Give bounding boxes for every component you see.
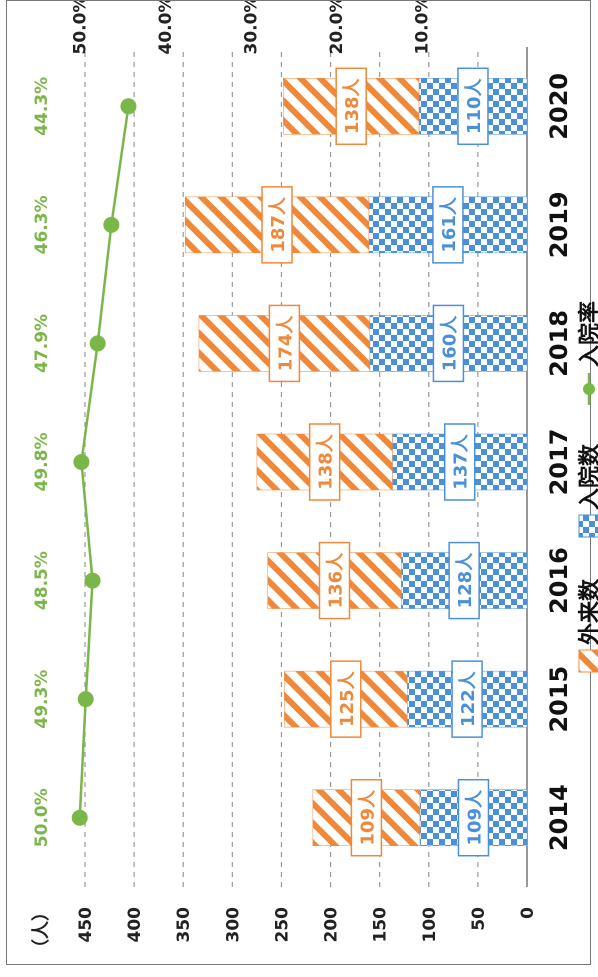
combo-chart: 0 50 100 150 200 250 300 350 400 450 （人） 10.0% 20.0… xyxy=(31,0,598,957)
outpatient-label-box xyxy=(335,67,367,146)
rate-point xyxy=(103,216,120,233)
outpatient-label-box xyxy=(261,186,293,264)
legend-label-inpatient: 入院数 xyxy=(577,443,598,510)
legend-label-outpatient: 外来数 xyxy=(577,578,598,645)
legend-label-rate: 入院率 xyxy=(577,301,598,367)
x-tick-label: 2020 xyxy=(545,73,573,140)
outpatient-value-label: 138人 xyxy=(342,78,363,135)
y-tick-label: 300 xyxy=(223,907,243,943)
outpatient-label-box xyxy=(330,660,362,738)
outpatient-label-box xyxy=(308,423,341,501)
outpatient-value-label: 125人 xyxy=(337,670,358,727)
y-unit-label: （人） xyxy=(31,903,52,957)
inpatient-value-label: 110人 xyxy=(464,78,485,135)
outpatient-value-label: 138人 xyxy=(316,433,337,490)
outpatient-label-box xyxy=(268,304,301,383)
x-tick-label: 2014 xyxy=(545,784,573,851)
y-axis: 0 50 100 150 200 250 300 350 400 450 （人） xyxy=(31,903,538,957)
rate-value-label: 49.3% xyxy=(32,670,52,729)
outpatient-value-label: 174人 xyxy=(275,315,296,372)
legend-swatch-rate-dot xyxy=(583,383,595,395)
y2-axis: 10.0% 20.0% 30.0% 40.0% 50.0% xyxy=(71,0,433,54)
rate-point xyxy=(77,691,94,708)
rate-value-label: 44.3% xyxy=(32,77,52,136)
rate-point xyxy=(84,572,101,589)
y2-tick-label: 20.0% xyxy=(327,1,347,54)
inpatient-value-label: 160人 xyxy=(439,315,460,372)
legend-swatch-inpatient xyxy=(578,514,598,538)
y-tick-label: 350 xyxy=(174,907,194,943)
inpatient-label-box xyxy=(432,186,464,264)
rate-point xyxy=(73,454,90,470)
legend-swatch-outpatient xyxy=(578,649,598,673)
y2-tick-label: 40.0% xyxy=(156,1,176,54)
rate-value-label: 47.9% xyxy=(32,314,52,373)
outpatient-label-box xyxy=(350,778,383,857)
inpatient-label-box xyxy=(443,423,476,501)
x-tick-label: 2019 xyxy=(545,191,573,258)
rate-value-label: 46.3% xyxy=(32,195,52,254)
x-tick-label: 2018 xyxy=(545,310,573,377)
x-tick-label: 2016 xyxy=(545,547,573,614)
bars: 109人 109人 122人 125人 128人 136人 137人 138人 160人 174人… xyxy=(184,67,528,857)
inpatient-label-box xyxy=(432,304,465,383)
outpatient-label-box xyxy=(318,541,351,620)
rotated-chart-area: 0 50 100 150 200 250 300 350 400 450 （人） 10.0% 20.0… xyxy=(7,0,598,977)
rate-value-label: 50.0% xyxy=(32,788,52,847)
y-tick-label: 250 xyxy=(272,907,292,943)
y-tick-label: 450 xyxy=(76,907,96,943)
y2-tick-label: 10.0% xyxy=(413,1,433,54)
inpatient-value-label: 137人 xyxy=(451,433,472,490)
y2-tick-label: 50.0% xyxy=(71,1,91,54)
inpatient-label-box xyxy=(448,541,480,620)
x-tick-label: 2015 xyxy=(545,666,573,733)
inpatient-label-box xyxy=(451,660,483,738)
inpatient-value-label: 128人 xyxy=(455,552,476,609)
inpatient-label-box xyxy=(457,778,490,857)
inpatient-value-label: 161人 xyxy=(439,196,460,253)
rate-point xyxy=(89,335,106,352)
rate-value-label: 48.5% xyxy=(32,551,52,610)
rate-point xyxy=(71,809,88,826)
y-tick-label: 400 xyxy=(125,907,145,943)
outpatient-value-label: 187人 xyxy=(268,196,289,253)
y-tick-label: 50 xyxy=(469,907,489,931)
y-tick-label: 150 xyxy=(371,907,391,943)
y-tick-label: 100 xyxy=(420,907,440,943)
rate-point xyxy=(120,98,137,115)
x-tick-label: 2017 xyxy=(545,429,573,496)
inpatient-value-label: 109人 xyxy=(464,789,485,846)
chart-frame: 0 50 100 150 200 250 300 350 400 450 （人） 10.0% 20.0… xyxy=(6,0,598,965)
outpatient-value-label: 109人 xyxy=(357,789,378,846)
y-tick-label: 0 xyxy=(518,907,538,919)
outpatient-value-label: 136人 xyxy=(325,552,346,609)
inpatient-value-label: 122人 xyxy=(458,670,479,727)
rate-value-label: 49.8% xyxy=(32,433,52,492)
inpatient-label-box xyxy=(457,67,489,146)
y-tick-label: 200 xyxy=(322,907,342,943)
x-axis: 2014 2015 2016 2017 2018 2019 2020 xyxy=(545,73,573,851)
y2-tick-label: 30.0% xyxy=(242,1,262,54)
rate-line: 50.0% 49.3% 48.5% 49.8% 47.9% 46.3% 44.3% xyxy=(32,77,137,847)
